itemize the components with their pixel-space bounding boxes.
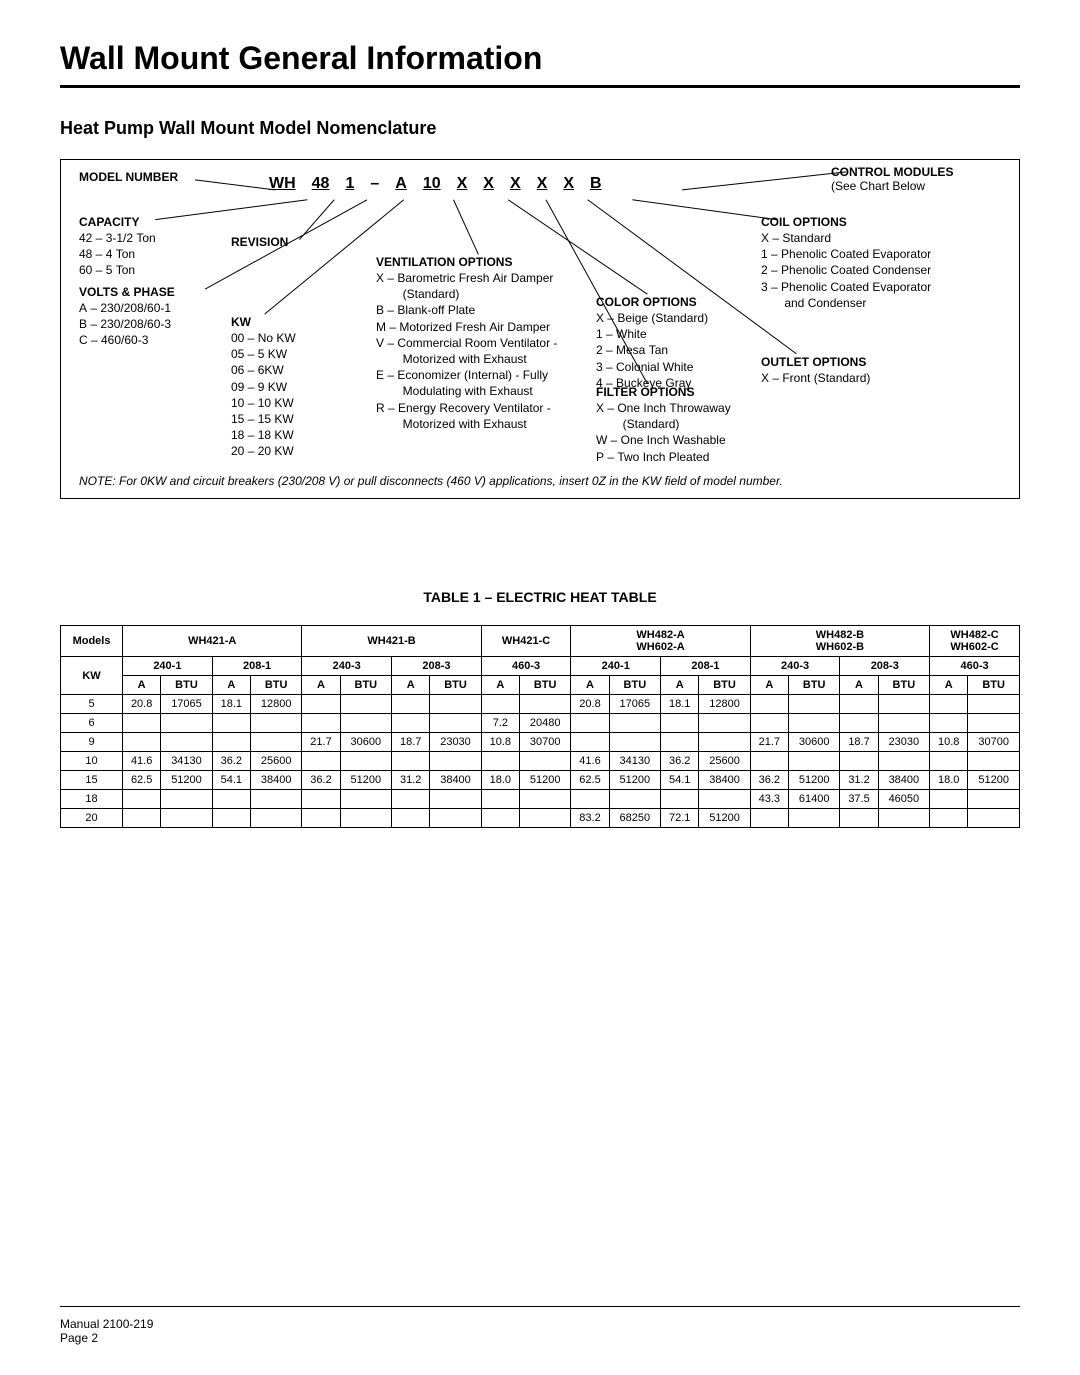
page-number: Page 2 <box>60 1331 1020 1345</box>
label-filter: FILTER OPTIONS <box>596 385 694 399</box>
coil-list: X – Standard1 – Phenolic Coated Evaporat… <box>761 230 931 311</box>
volts-list: A – 230/208/60-1B – 230/208/60-3C – 460/… <box>79 300 171 349</box>
nomenclature-diagram: WH481–A10XXXXXB MODEL NUMBER CAPACITY 42… <box>60 159 1020 499</box>
label-revision: REVISION <box>231 235 288 249</box>
filter-list: X – One Inch Throwaway (Standard)W – One… <box>596 400 731 465</box>
manual-number: Manual 2100-219 <box>60 1317 1020 1331</box>
ventilation-list: X – Barometric Fresh Air Damper (Standar… <box>376 270 557 432</box>
label-volts-phase: VOLTS & PHASE <box>79 285 175 299</box>
electric-heat-table: ModelsWH421-AWH421-BWH421-CWH482-A WH602… <box>60 625 1020 828</box>
label-coil: COIL OPTIONS <box>761 215 847 229</box>
capacity-list: 42 – 3-1/2 Ton48 – 4 Ton60 – 5 Ton <box>79 230 156 279</box>
color-list: X – Beige (Standard)1 – White2 – Mesa Ta… <box>596 310 708 391</box>
table-title: TABLE 1 – ELECTRIC HEAT TABLE <box>60 589 1020 605</box>
label-capacity: CAPACITY <box>79 215 139 229</box>
kw-list: 00 – No KW05 – 5 KW06 – 6KW09 – 9 KW10 –… <box>231 330 296 460</box>
page-footer: Manual 2100-219 Page 2 <box>60 1306 1020 1345</box>
model-number-row: WH481–A10XXXXXB <box>261 175 610 193</box>
label-control: CONTROL MODULES (See Chart Below <box>831 165 953 193</box>
page-title: Wall Mount General Information <box>60 40 1020 88</box>
label-outlet: OUTLET OPTIONS <box>761 355 866 369</box>
section-title: Heat Pump Wall Mount Model Nomenclature <box>60 118 1020 139</box>
label-model-number: MODEL NUMBER <box>79 170 178 184</box>
outlet-list: X – Front (Standard) <box>761 370 870 386</box>
label-kw: KW <box>231 315 251 329</box>
label-ventilation: VENTILATION OPTIONS <box>376 255 512 269</box>
diagram-note: NOTE: For 0KW and circuit breakers (230/… <box>79 474 1001 488</box>
label-color: COLOR OPTIONS <box>596 295 697 309</box>
